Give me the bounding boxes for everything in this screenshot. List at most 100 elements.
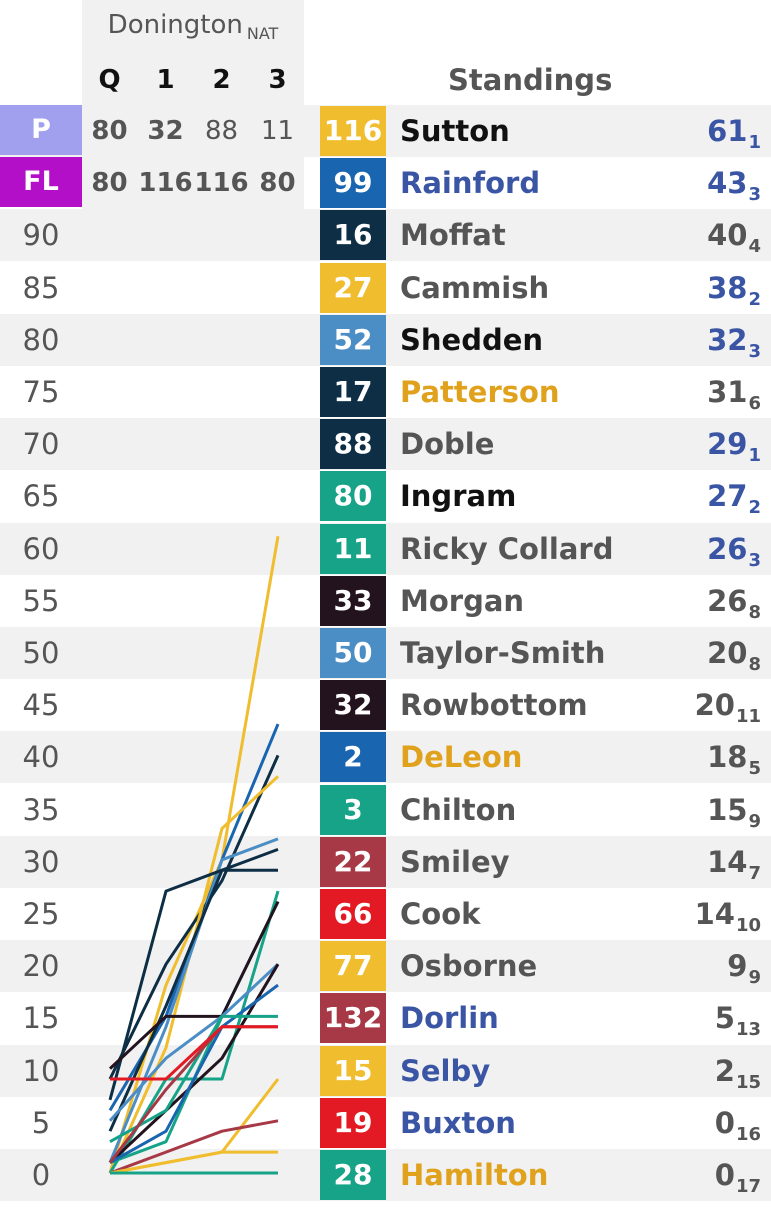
- scale-label: 65: [22, 479, 60, 514]
- race-col-1: 1: [156, 65, 175, 95]
- scale-label: 25: [22, 897, 60, 931]
- driver-name: Hamilton: [400, 1158, 549, 1192]
- championship-position: 9: [748, 810, 761, 832]
- scale-label: 0: [31, 1158, 51, 1192]
- championship-position: 16: [735, 1123, 761, 1145]
- points-value: 9: [727, 949, 748, 984]
- scale-label: 35: [22, 792, 60, 827]
- car-number-badge: 11: [320, 523, 386, 574]
- driver-name: Rowbottom: [400, 688, 588, 723]
- driver-points: 433: [651, 157, 761, 209]
- driver-name: Moffat: [400, 218, 506, 253]
- driver-name: Ricky Collard: [400, 531, 614, 566]
- championship-position: 1: [748, 445, 761, 467]
- championship-position: 3: [748, 549, 761, 571]
- car-number-badge: 15: [320, 1045, 386, 1096]
- driver-trajectory-line: [108, 754, 280, 1080]
- driver-points: 382: [651, 262, 761, 314]
- driver-points: 272: [651, 470, 761, 522]
- championship-position: 2: [748, 288, 761, 310]
- points-value: 18: [707, 740, 748, 775]
- event-title: Donington NAT: [82, 0, 304, 52]
- race-col-q: Q: [98, 65, 121, 95]
- points-value: 61: [707, 114, 748, 148]
- pole-race-1: 32: [147, 116, 184, 146]
- driver-name: Cook: [400, 897, 481, 931]
- championship-position: 7: [748, 862, 761, 884]
- driver-points: 268: [651, 575, 761, 627]
- driver-trajectory-line: [109, 983, 279, 1164]
- championship-position: 17: [735, 1176, 761, 1197]
- car-number-badge: 99: [320, 158, 386, 209]
- driver-name: Rainford: [400, 166, 541, 201]
- championship-position: 11: [735, 706, 761, 728]
- points-value: 32: [707, 322, 748, 357]
- driver-points: 017: [651, 1149, 761, 1201]
- driver-points: 2011: [651, 679, 761, 731]
- driver-name: Taylor-Smith: [400, 636, 606, 670]
- fastest-lap-badge: FL: [0, 157, 82, 207]
- driver-name: Chilton: [400, 792, 517, 827]
- points-value: 29: [707, 427, 748, 462]
- car-number-badge: 50: [320, 628, 386, 678]
- points-value: 38: [707, 270, 748, 305]
- car-number-badge: 33: [320, 575, 386, 626]
- driver-points: 215: [651, 1045, 761, 1097]
- championship-position: 4: [748, 236, 761, 258]
- fastest-lap-race-3: 80: [259, 168, 296, 198]
- points-value: 27: [707, 479, 748, 514]
- car-number-badge: 77: [320, 941, 386, 992]
- car-number-badge: 32: [320, 680, 386, 731]
- championship-position: 6: [748, 393, 761, 414]
- driver-name: Ingram: [400, 479, 517, 514]
- scale-label: 40: [22, 740, 60, 775]
- scale-label: 45: [22, 688, 60, 723]
- scale-label: 60: [22, 531, 60, 566]
- points-value: 43: [707, 166, 748, 201]
- scale-label: 20: [22, 949, 60, 984]
- driver-name: Buxton: [400, 1105, 516, 1140]
- car-number-badge: 17: [320, 367, 386, 417]
- scale-label: 80: [22, 322, 60, 357]
- car-number-badge: 116: [320, 106, 386, 156]
- scale-label: 5: [31, 1105, 51, 1140]
- driver-points: 316: [651, 366, 761, 418]
- championship-position: 5: [748, 758, 761, 780]
- scale-label: 90: [22, 218, 60, 253]
- driver-name: DeLeon: [400, 740, 523, 775]
- car-number-badge: 3: [320, 784, 386, 835]
- driver-points: 159: [651, 784, 761, 836]
- car-number-badge: 66: [320, 889, 386, 939]
- points-value: 0: [714, 1158, 735, 1192]
- driver-trajectory-line: [109, 1150, 278, 1175]
- championship-position: 13: [735, 1019, 761, 1041]
- pole-race-2: 88: [204, 116, 239, 146]
- car-number-badge: 22: [320, 836, 386, 887]
- driver-points: 185: [651, 731, 761, 783]
- points-value: 15: [707, 792, 748, 827]
- event-name: Donington: [107, 10, 243, 40]
- race-results-panel: [82, 52, 304, 209]
- car-number-badge: 2: [320, 732, 386, 783]
- scale-label: 75: [22, 375, 60, 409]
- scale-label: 55: [22, 583, 60, 618]
- points-value: 2: [714, 1053, 735, 1088]
- championship-position: 9: [748, 967, 761, 989]
- driver-points: 611: [651, 105, 761, 157]
- championship-position: 3: [748, 340, 761, 362]
- scale-label: 10: [22, 1053, 60, 1088]
- race-col-3: 3: [268, 65, 287, 95]
- championship-position: 8: [748, 654, 761, 675]
- championship-position: 2: [748, 497, 761, 519]
- driver-points: 147: [651, 836, 761, 888]
- driver-name: Shedden: [400, 322, 544, 357]
- championship-position: 1: [748, 132, 761, 153]
- driver-points: 263: [651, 523, 761, 575]
- car-number-badge: 27: [320, 262, 386, 313]
- car-number-badge: 16: [320, 210, 386, 261]
- car-number-badge: 52: [320, 314, 386, 365]
- car-number-badge: 80: [320, 471, 386, 522]
- race-col-2: 2: [212, 65, 231, 95]
- driver-name: Patterson: [400, 375, 560, 409]
